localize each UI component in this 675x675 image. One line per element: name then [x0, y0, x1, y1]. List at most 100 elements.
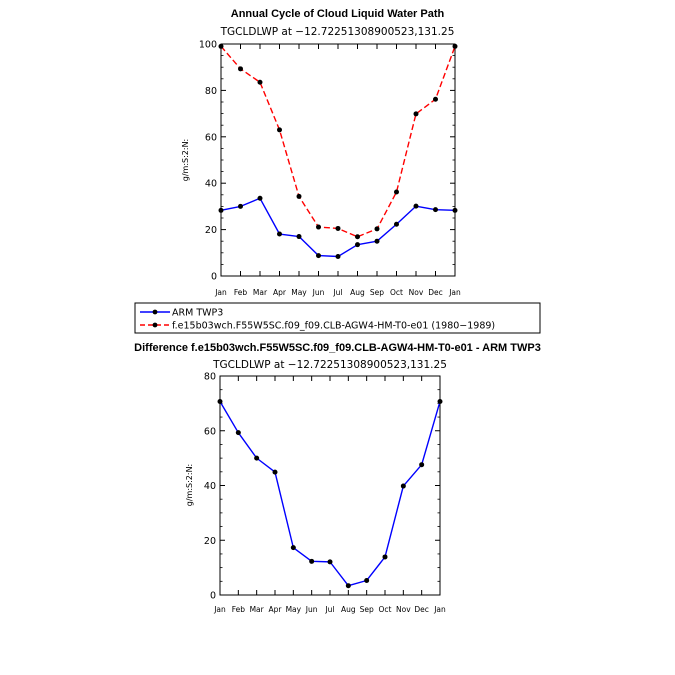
series-group — [217, 398, 443, 589]
data-point — [437, 398, 443, 404]
data-point — [433, 96, 438, 102]
data-point — [374, 226, 380, 232]
y-tick-label: 0 — [211, 272, 217, 283]
data-point — [355, 242, 360, 248]
data-point — [345, 583, 351, 589]
data-point — [316, 224, 321, 230]
annual-cycle-chart: Annual Cycle of Cloud Liquid Water Path … — [181, 8, 461, 297]
data-point — [394, 221, 399, 227]
x-tick-label: Jun — [305, 605, 318, 614]
data-point — [217, 398, 223, 404]
data-point — [327, 559, 333, 565]
y-axis-label: g/m:S:2:N: — [181, 139, 190, 182]
data-point — [394, 189, 399, 195]
data-point — [277, 231, 282, 237]
x-tick-label: Nov — [396, 605, 411, 614]
x-tick-label: Jan — [433, 605, 446, 614]
data-point — [452, 43, 458, 49]
data-point — [296, 234, 302, 240]
data-point — [257, 195, 263, 201]
legend-marker-model — [152, 322, 158, 328]
chart-title: Difference f.e15b03wch.F55W5SC.f09_f09.C… — [134, 342, 541, 354]
data-point — [433, 207, 438, 213]
x-tick-label: May — [286, 605, 302, 614]
data-point — [277, 127, 282, 133]
data-point — [238, 66, 243, 72]
x-tick-label: Apr — [273, 288, 287, 297]
data-point — [335, 225, 341, 231]
x-tick-label: Jul — [332, 288, 342, 297]
legend: ARM TWP3 f.e15b03wch.F55W5SC.f09_f09.CLB… — [134, 302, 541, 334]
legend-label-model: f.e15b03wch.F55W5SC.f09_f09.CLB-AGW4-HM-… — [172, 321, 495, 332]
chart-title: Annual Cycle of Cloud Liquid Water Path — [231, 8, 445, 20]
y-tick-label: 40 — [205, 179, 217, 190]
y-axis: 0 20 40 60 80 100 — [199, 40, 455, 283]
y-tick-label: 100 — [199, 40, 217, 51]
y-tick-label: 20 — [204, 536, 216, 547]
x-tick-label: Jul — [324, 605, 334, 614]
data-point — [238, 203, 243, 209]
x-tick-label: Mar — [253, 288, 268, 297]
x-tick-label: Aug — [350, 288, 365, 297]
difference-chart: Difference f.e15b03wch.F55W5SC.f09_f09.C… — [134, 342, 541, 614]
x-tick-label: Feb — [234, 288, 248, 297]
data-point — [235, 430, 241, 436]
chart-subtitle: TGCLDLWP at −12.72251308900523,131.25 — [212, 359, 447, 371]
data-point — [316, 253, 321, 259]
data-point — [355, 234, 360, 240]
y-tick-label: 80 — [204, 372, 216, 383]
y-axis: 0 20 40 60 80 — [204, 372, 440, 602]
data-point — [374, 238, 380, 244]
data-point — [309, 558, 315, 564]
data-point — [382, 554, 388, 560]
y-tick-label: 60 — [204, 426, 216, 437]
y-tick-label: 40 — [204, 481, 216, 492]
x-tick-label: Mar — [250, 605, 265, 614]
data-point — [335, 254, 341, 260]
legend-item-model: f.e15b03wch.F55W5SC.f09_f09.CLB-AGW4-HM-… — [140, 321, 495, 332]
x-tick-label: Jan — [214, 288, 227, 297]
series-group — [218, 43, 458, 260]
data-point — [413, 203, 419, 209]
x-tick-label: Jan — [213, 605, 226, 614]
y-axis-label: g/m:S:2:N: — [185, 464, 194, 507]
legend-item-arm-twp3: ARM TWP3 — [140, 308, 223, 319]
series-line-1 — [220, 45, 456, 238]
data-point — [257, 79, 263, 85]
y-tick-label: 0 — [210, 591, 216, 602]
x-tick-label: Oct — [390, 288, 403, 297]
data-point — [296, 193, 302, 199]
x-axis: Jan Feb Mar Apr May Jun Jul Aug Sep Oct Nov Dec Jan — [214, 44, 461, 297]
y-tick-label: 20 — [205, 225, 217, 236]
legend-marker-arm — [152, 309, 158, 315]
x-tick-label: Apr — [269, 605, 283, 614]
data-point — [290, 545, 296, 551]
x-axis: Jan Feb Mar Apr May Jun Jul Aug Sep Oct Nov Dec Jan — [213, 376, 446, 614]
x-tick-label: Dec — [414, 605, 429, 614]
legend-frame — [134, 302, 541, 334]
data-point — [419, 462, 425, 468]
data-point — [218, 43, 224, 49]
x-tick-label: Jan — [448, 288, 461, 297]
x-tick-label: Oct — [379, 605, 392, 614]
x-tick-label: Feb — [232, 605, 246, 614]
data-point — [254, 455, 260, 461]
x-tick-label: Nov — [409, 288, 424, 297]
series-line-0 — [219, 401, 441, 587]
x-tick-label: Sep — [360, 605, 374, 614]
legend-label-arm: ARM TWP3 — [172, 308, 223, 319]
y-tick-label: 80 — [205, 86, 217, 97]
data-point — [272, 469, 278, 475]
x-tick-label: Sep — [370, 288, 384, 297]
data-point — [218, 207, 224, 213]
data-point — [364, 577, 370, 583]
data-point — [452, 207, 458, 213]
y-tick-label: 60 — [205, 132, 217, 143]
x-tick-label: Jun — [312, 288, 325, 297]
x-tick-label: Aug — [341, 605, 356, 614]
data-point — [413, 111, 419, 117]
chart-subtitle: TGCLDLWP at −12.72251308900523,131.25 — [220, 26, 455, 38]
x-tick-label: Dec — [428, 288, 443, 297]
x-tick-label: May — [291, 288, 307, 297]
